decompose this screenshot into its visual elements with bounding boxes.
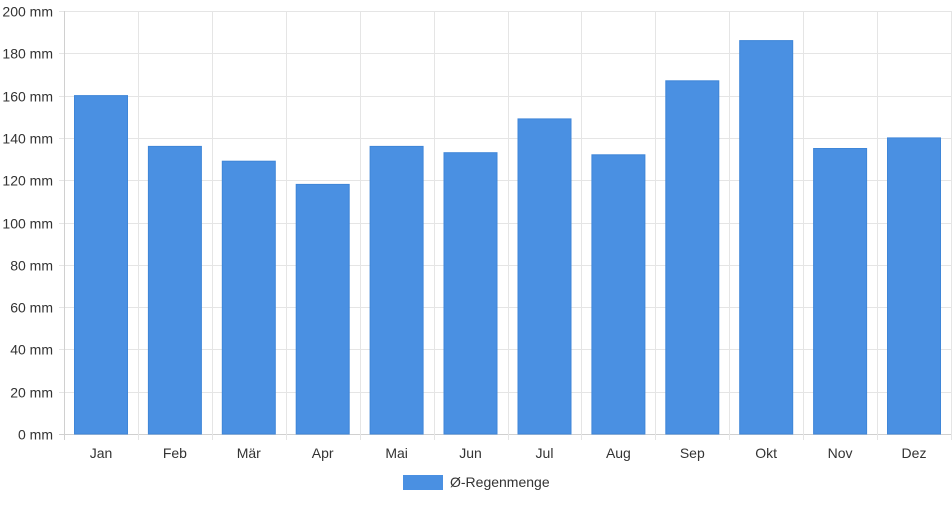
bar-Jun[interactable]: [443, 152, 498, 435]
y-tick-label: 180 mm: [2, 46, 53, 62]
x-tick-label: Aug: [606, 445, 631, 461]
grid-lines: [59, 11, 952, 440]
legend-swatch[interactable]: [403, 475, 443, 490]
x-axis-tick-labels: Jan Feb Mär Apr Mai Jun Jul Aug Sep Okt Nov Dez: [90, 445, 927, 461]
y-tick-label: 0 mm: [18, 427, 53, 443]
legend-label[interactable]: Ø-Regenmenge: [450, 474, 550, 490]
bar-Dez[interactable]: [887, 137, 941, 435]
x-tick-label: Jun: [459, 445, 482, 461]
y-tick-label: 140 mm: [2, 131, 53, 147]
x-tick-label: Nov: [828, 445, 853, 461]
bar-Okt[interactable]: [739, 40, 794, 435]
x-tick-label: Jul: [536, 445, 554, 461]
legend[interactable]: Ø-Regenmenge: [403, 474, 550, 490]
y-axis-tick-labels: 0 mm 20 mm 40 mm 60 mm 80 mm 100 mm 120 mm 140 …: [2, 4, 53, 443]
y-tick-label: 100 mm: [2, 216, 53, 232]
x-tick-label: Mär: [237, 445, 261, 461]
x-tick-label: Sep: [680, 445, 705, 461]
bar-Mai[interactable]: [369, 145, 424, 435]
x-tick-label: Jan: [90, 445, 113, 461]
y-tick-label: 200 mm: [2, 4, 53, 20]
y-tick-label: 40 mm: [10, 342, 53, 358]
x-tick-label: Okt: [755, 445, 777, 461]
bar-Mär[interactable]: [221, 160, 276, 435]
y-tick-label: 80 mm: [10, 258, 53, 274]
bar-Jul[interactable]: [517, 118, 572, 435]
x-tick-label: Dez: [902, 445, 927, 461]
bar-Jan[interactable]: [74, 95, 128, 435]
bar-Sep[interactable]: [665, 80, 720, 435]
bars: [74, 40, 941, 435]
bar-Apr[interactable]: [295, 183, 350, 435]
bar-Nov[interactable]: [813, 148, 868, 435]
bar-Aug[interactable]: [591, 154, 646, 435]
x-tick-label: Feb: [163, 445, 187, 461]
y-tick-label: 20 mm: [10, 385, 53, 401]
y-tick-label: 160 mm: [2, 89, 53, 105]
x-tick-label: Apr: [312, 445, 334, 461]
y-tick-label: 60 mm: [10, 300, 53, 316]
y-tick-label: 120 mm: [2, 173, 53, 189]
x-tick-label: Mai: [385, 445, 408, 461]
bar-Feb[interactable]: [147, 145, 202, 435]
